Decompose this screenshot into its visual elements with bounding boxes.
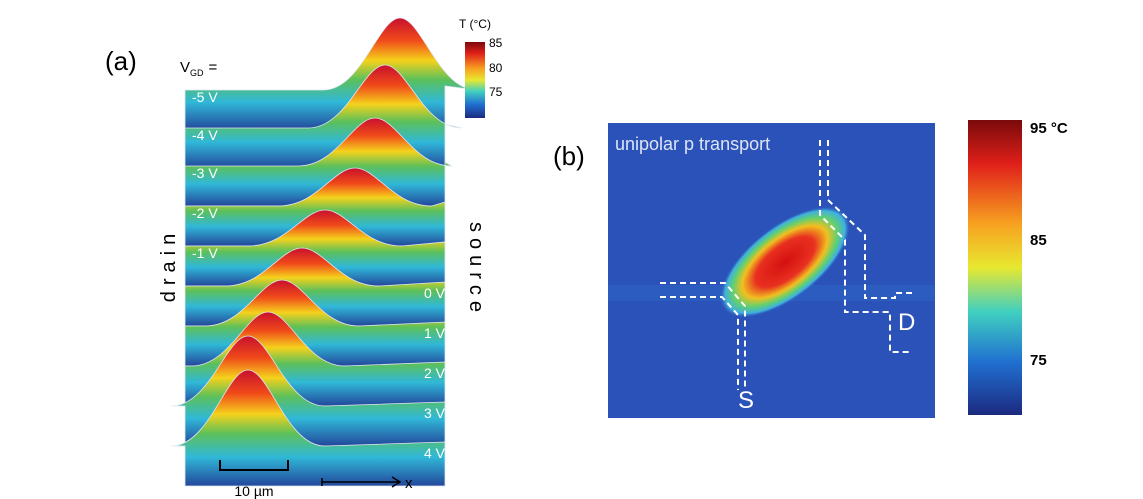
voltage-label: 0 V — [424, 285, 446, 301]
voltage-label: -4 V — [192, 127, 218, 143]
panel-label: (a) — [105, 46, 137, 76]
profile-peak — [171, 369, 446, 487]
vgd-label: VGD = — [180, 59, 218, 78]
colorbar-title: T (°C) — [459, 17, 491, 31]
colorbar-tick: 85 — [489, 36, 503, 50]
colorbar-tick: 95 °C — [1030, 120, 1068, 137]
profile-peak — [184, 209, 446, 287]
voltage-label: 2 V — [424, 365, 446, 381]
profile-peak — [184, 167, 446, 247]
x-axis-label: x — [405, 475, 413, 492]
colorbar-tick: 75 — [489, 85, 503, 99]
voltage-label: -2 V — [192, 205, 218, 221]
x-arrow — [321, 476, 402, 488]
drain-terminal: D — [898, 309, 915, 336]
colorbar — [968, 120, 1022, 415]
voltage-label: -5 V — [192, 89, 218, 105]
profile-peak — [184, 117, 454, 207]
voltage-label: -3 V — [192, 165, 218, 181]
voltage-label: 1 V — [424, 325, 446, 341]
profile-peak — [184, 17, 477, 131]
hot-spot — [719, 206, 851, 318]
scale-bar — [219, 460, 289, 471]
electrode-outline — [660, 140, 912, 390]
panel-title: unipolar p transport — [615, 134, 770, 154]
scale-bar-label: 10 µm — [234, 483, 273, 499]
voltage-label: -1 V — [192, 245, 218, 261]
source-terminal: S — [738, 387, 754, 414]
panel-label: (b) — [553, 141, 585, 171]
thermal-stack — [171, 17, 477, 487]
colorbar — [465, 42, 485, 118]
colorbar-tick: 75 — [1030, 352, 1047, 369]
colorbar-tick: 80 — [489, 61, 503, 75]
voltage-label: 3 V — [424, 405, 446, 421]
drain-label: drain — [158, 228, 180, 302]
source-label: source — [465, 222, 487, 318]
colorbar-tick: 85 — [1030, 232, 1047, 249]
voltage-label: 4 V — [424, 445, 446, 461]
